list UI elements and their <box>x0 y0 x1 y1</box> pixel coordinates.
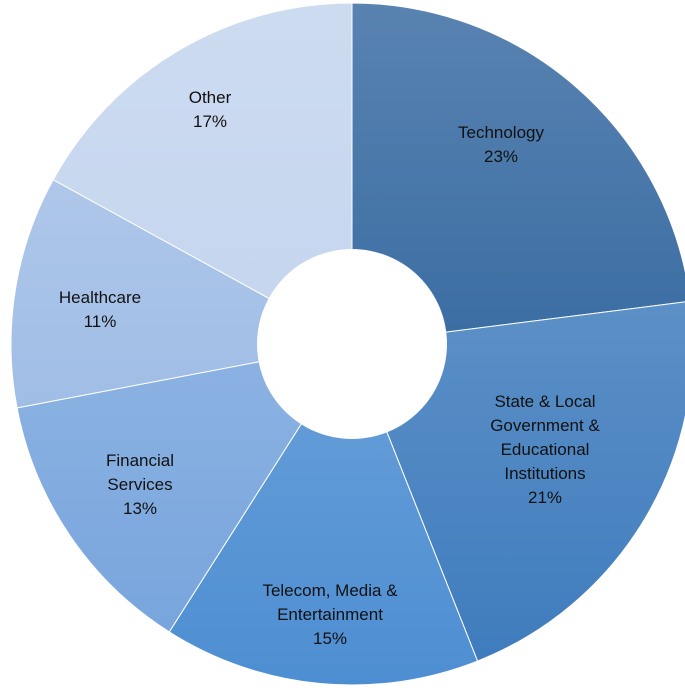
slice-label: State & Local Government & Educational I… <box>470 390 620 510</box>
category-label: Telecom, Media & Entertainment <box>262 581 398 624</box>
value-label: 17% <box>192 112 228 131</box>
slice <box>52 2 353 345</box>
value-label: 11% <box>83 312 117 331</box>
category-label: Other <box>188 88 232 107</box>
value-label: 13% <box>122 499 158 518</box>
category-label: Technology <box>457 123 544 142</box>
category-label: Financial Services <box>105 451 175 494</box>
slice <box>16 343 354 633</box>
value-label: 23% <box>483 147 519 166</box>
slice <box>351 301 685 662</box>
slice-label: Healthcare 11% <box>45 286 155 334</box>
category-label: Healthcare <box>58 288 142 307</box>
slice-label: Other 17% <box>160 86 260 134</box>
category-label: State & Local Government & Educational I… <box>490 392 600 483</box>
value-label: 15% <box>312 629 348 648</box>
slice-label: Technology 23% <box>431 121 571 169</box>
value-label: 21% <box>527 488 563 507</box>
slice <box>351 2 685 345</box>
slice-label: Telecom, Media & Entertainment 15% <box>245 579 415 651</box>
donut-hole <box>257 249 447 439</box>
slice <box>168 342 479 686</box>
slice-label: Financial Services 13% <box>85 449 195 521</box>
